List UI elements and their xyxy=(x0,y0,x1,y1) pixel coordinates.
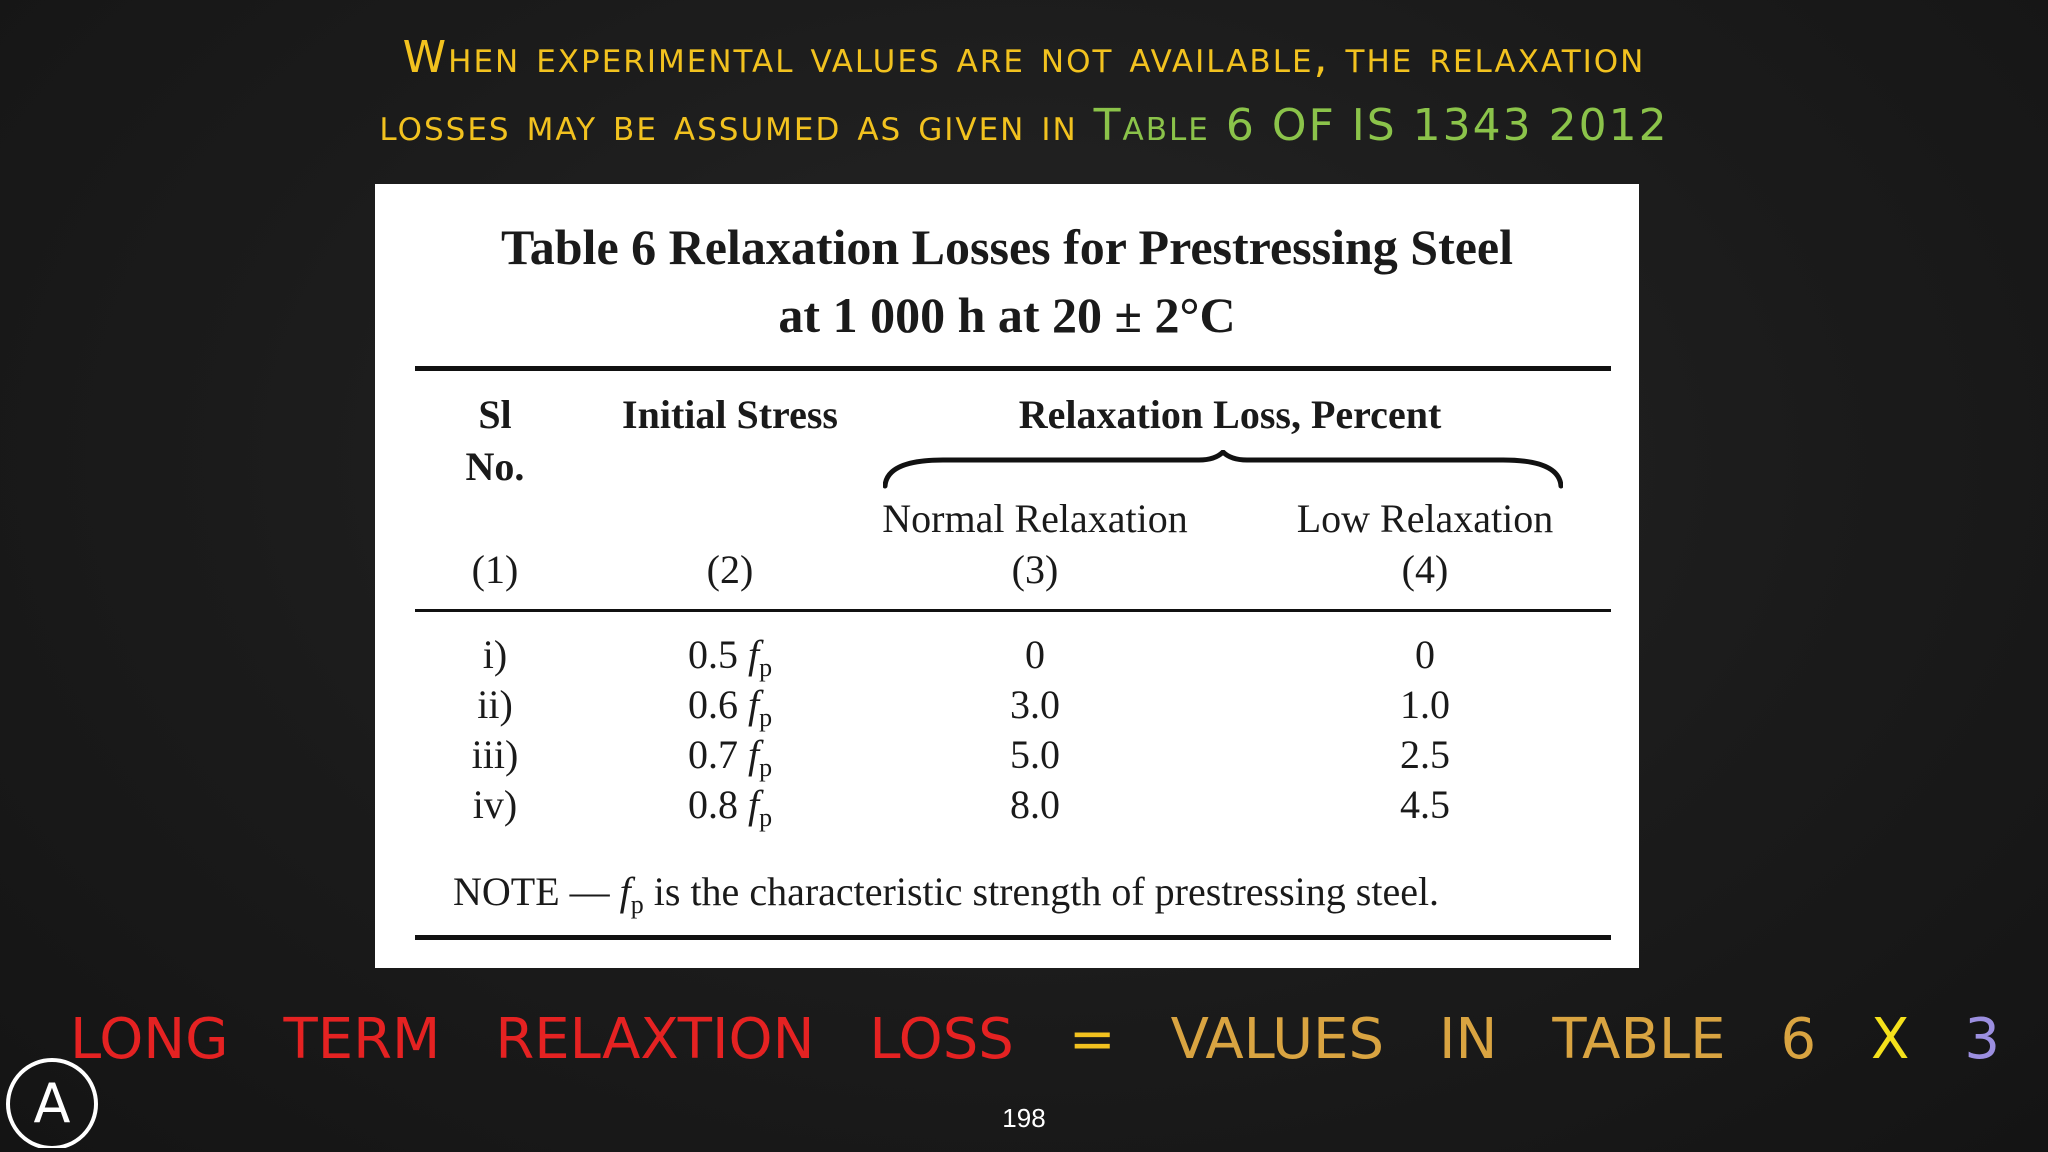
note-prefix: NOTE — xyxy=(453,869,620,914)
col1-header-line-1: Sl xyxy=(478,392,512,437)
fp-subscript: p xyxy=(759,653,773,682)
formula-word: X xyxy=(1871,1007,1910,1072)
fp-subscript: p xyxy=(759,703,773,732)
page-number: 198 xyxy=(1002,1103,1046,1133)
fp-symbol: fp xyxy=(747,682,772,732)
col1-header-line-2: No. xyxy=(465,444,525,489)
col-number-2: (2) xyxy=(706,547,754,592)
table-row-4-low: 4.5 xyxy=(1400,782,1450,827)
formula-word: 6 xyxy=(1780,1007,1817,1072)
table-row-3-stress: 0.7 fp xyxy=(585,730,875,793)
fp-symbol: fp xyxy=(747,732,772,782)
formula-word: TABLE xyxy=(1552,1007,1726,1072)
table-row-2-stress-value: 0.6 xyxy=(687,682,738,727)
formula-word: LONG xyxy=(70,1007,229,1072)
channel-logo-icon: A xyxy=(6,1058,98,1148)
table-row-1-stress: 0.5 fp xyxy=(585,630,875,693)
col4-header: Low Relaxation xyxy=(1296,496,1554,541)
heading-line-2: losses may be assumed as given in Table … xyxy=(0,92,2048,160)
fp-letter: f xyxy=(747,682,760,727)
table-row-1-normal: 0 xyxy=(1025,632,1045,677)
col2-header: Initial Stress xyxy=(622,392,838,437)
col-number-3: (3) xyxy=(1011,547,1059,592)
fp-subscript: p xyxy=(759,753,773,782)
group-brace xyxy=(883,450,1563,489)
table-row-3-low: 2.5 xyxy=(1400,732,1450,777)
table-row-2-normal: 3.0 xyxy=(1010,682,1060,727)
formula-word: IN xyxy=(1438,1007,1498,1072)
table-row-1-sl: i) xyxy=(482,632,508,677)
fp-letter: f xyxy=(747,732,760,777)
table-row-4-stress: 0.8 fp xyxy=(585,780,875,843)
table-row-4-sl: iv) xyxy=(472,782,518,827)
fp-letter: f xyxy=(747,632,760,677)
fp-symbol: fp xyxy=(747,782,772,832)
note-text: is the characteristic strength of prestr… xyxy=(643,869,1440,914)
table-row-2-low: 1.0 xyxy=(1400,682,1450,727)
col-number-1: (1) xyxy=(471,547,519,592)
col3-header: Normal Relaxation xyxy=(882,496,1188,541)
table-row-1-low: 0 xyxy=(1415,632,1435,677)
relaxation-group-header: Relaxation Loss, Percent xyxy=(1018,392,1442,437)
table-row-2-stress: 0.6 fp xyxy=(585,680,875,743)
heading-line-2-text: losses may be assumed as given in xyxy=(379,100,1094,151)
fp-subscript: p xyxy=(630,890,644,919)
heading-line-1: When experimental values are not availab… xyxy=(402,32,1646,83)
table-row-1-stress-value: 0.5 xyxy=(687,632,738,677)
fp-letter: f xyxy=(747,782,760,827)
formula-word: TERM xyxy=(283,1007,441,1072)
table-title-line-1: Table 6 Relaxation Losses for Prestressi… xyxy=(500,219,1513,275)
table-header-rule xyxy=(415,609,1611,612)
table-title-line-2: at 1 000 h at 20 ± 2°C xyxy=(778,287,1236,343)
table-row-2-sl: ii) xyxy=(477,682,513,727)
table-row-3-stress-value: 0.7 xyxy=(687,732,738,777)
formula-word: VALUES xyxy=(1170,1007,1384,1072)
logo-letter: A xyxy=(34,1072,71,1135)
fp-symbol: fp xyxy=(619,869,644,919)
table-row-4-stress-value: 0.8 xyxy=(687,782,738,827)
fp-letter: f xyxy=(619,869,631,914)
col-number-4: (4) xyxy=(1401,547,1449,592)
formula-word: RELAXTION xyxy=(495,1007,815,1072)
fp-symbol: fp xyxy=(747,632,772,682)
table-top-rule xyxy=(415,366,1611,371)
formula-word: LOSS xyxy=(869,1007,1014,1072)
fp-subscript: p xyxy=(759,803,773,832)
table-row-4-normal: 8.0 xyxy=(1010,782,1060,827)
table-bottom-rule xyxy=(415,935,1611,940)
table-row-3-sl: iii) xyxy=(471,732,519,777)
formula-word: 3 xyxy=(1964,1007,2000,1072)
table-note: NOTE — fp is the characteristic strength… xyxy=(453,867,1439,930)
table-row-3-normal: 5.0 xyxy=(1010,732,1060,777)
relaxation-formula: LONG TERM RELAXTION LOSS = VALUES IN TABLE 6 X 3 xyxy=(70,1005,2000,1075)
table-image-panel: Table 6 Relaxation Losses for Prestressi… xyxy=(375,184,1639,968)
formula-word: = xyxy=(1068,1007,1116,1072)
heading-table-reference: Table 6 OF IS 1343 2012 xyxy=(1093,100,1669,151)
